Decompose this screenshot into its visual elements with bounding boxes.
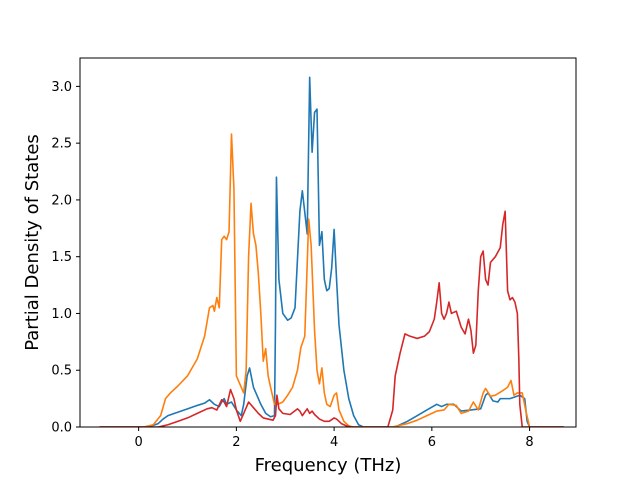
y-tick-label: 0.0 (51, 421, 72, 436)
x-tick-label: 0 (134, 435, 142, 450)
y-axis: 0.0 0.5 1.0 1.5 2.0 2.5 3.0 (51, 80, 80, 436)
series-line-1 (99, 76, 564, 427)
series-line-3 (99, 210, 564, 427)
x-axis: 0 2 4 6 8 (134, 427, 534, 450)
y-tick-label: 2.5 (51, 137, 72, 152)
y-axis-label: Partial Density of States (22, 134, 43, 351)
x-tick-label: 2 (232, 435, 240, 450)
y-tick-label: 0.5 (51, 364, 72, 379)
x-tick-label: 6 (428, 435, 436, 450)
y-tick-label: 2.0 (51, 193, 72, 208)
y-tick-label: 3.0 (51, 80, 72, 95)
series-lines (99, 76, 564, 427)
x-axis-label: Frequency (THz) (255, 455, 402, 476)
series-line-2 (99, 133, 564, 427)
y-tick-label: 1.0 (51, 307, 72, 322)
plot-frame (79, 57, 577, 428)
x-tick-label: 4 (330, 435, 338, 450)
x-tick-label: 8 (525, 435, 533, 450)
y-tick-label: 1.5 (51, 250, 72, 265)
